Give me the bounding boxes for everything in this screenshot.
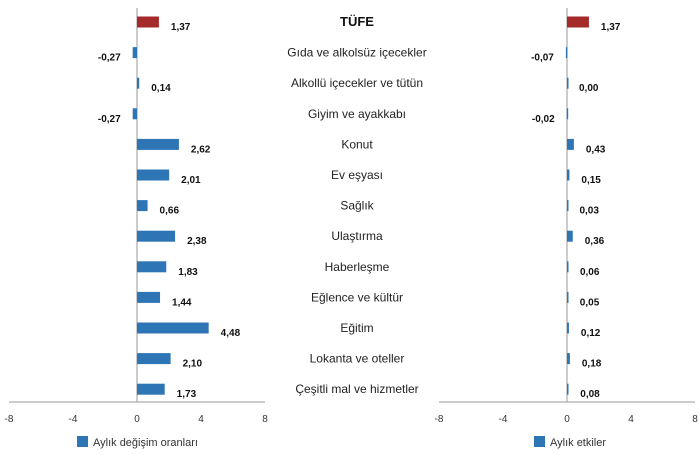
bar-1	[137, 383, 165, 395]
data-label: 1,83	[178, 267, 198, 278]
bar-2	[567, 291, 569, 303]
data-label: 0,36	[585, 236, 605, 247]
legend-label: Aylık etkiler	[550, 437, 606, 449]
data-label: 1,37	[171, 22, 191, 33]
bar-1	[137, 16, 159, 28]
bar-1	[137, 138, 179, 150]
category-label: Konut	[341, 137, 373, 151]
data-label: 1,37	[601, 22, 621, 33]
category-label: Lokanta ve oteller	[310, 352, 405, 366]
bar-2	[567, 138, 574, 150]
bar-1	[137, 200, 148, 212]
category-label: Eğlence ve kültür	[311, 290, 403, 304]
category-label: Alkollü içecekler ve tütün	[291, 76, 423, 90]
bar-2	[567, 169, 570, 181]
bar-2	[567, 200, 569, 212]
data-label: 0,43	[586, 144, 606, 155]
bar-1	[132, 47, 137, 59]
x-tick-label: 4	[628, 414, 634, 425]
bar-1	[137, 169, 170, 181]
bar-2	[565, 47, 568, 59]
data-label: 2,01	[181, 175, 201, 186]
bar-1	[137, 353, 171, 365]
x-tick-label: 0	[564, 414, 570, 425]
bar-2	[567, 383, 569, 395]
category-label: Sağlık	[340, 199, 374, 213]
data-label: 2,38	[187, 236, 207, 247]
data-label: 0,03	[579, 206, 599, 217]
x-tick-label: -8	[5, 414, 14, 425]
x-tick-label: 8	[692, 414, 698, 425]
category-label: Eğitim	[340, 321, 373, 335]
legend-swatch-1	[77, 436, 88, 447]
category-label: Ulaştırma	[331, 229, 383, 243]
data-label: -0,27	[98, 114, 121, 125]
data-label: 2,10	[183, 359, 203, 370]
bar-2	[567, 353, 570, 365]
data-label: 0,12	[581, 328, 601, 339]
x-tick-label: 0	[134, 414, 140, 425]
data-label: -0,07	[531, 53, 554, 64]
category-label: Gıda ve alkolsüz içecekler	[287, 46, 426, 60]
data-label: 1,73	[177, 389, 197, 400]
x-tick-label: -4	[69, 414, 78, 425]
bar-2	[567, 77, 569, 89]
category-label: TÜFE	[340, 14, 374, 29]
x-tick-label: 8	[262, 414, 268, 425]
category-label: Giyim ve ayakkabı	[308, 107, 406, 121]
bar-1	[132, 108, 137, 120]
data-label: -0,27	[98, 53, 121, 64]
data-label: 0,00	[579, 83, 599, 94]
bar-2	[567, 322, 569, 334]
data-label: 1,44	[172, 297, 192, 308]
bar-1	[137, 77, 140, 89]
bar-1	[137, 322, 209, 334]
bar-2	[567, 261, 569, 273]
data-label: 4,48	[221, 328, 241, 339]
x-tick-label: 4	[198, 414, 204, 425]
bar-1	[137, 291, 161, 303]
data-label: -0,02	[532, 114, 555, 125]
legend-swatch-2	[534, 436, 545, 447]
bar-2	[567, 16, 589, 28]
category-label: Çeşitli mal ve hizmetler	[295, 382, 418, 396]
data-label: 0,06	[580, 267, 600, 278]
category-label: Haberleşme	[325, 260, 390, 274]
data-label: 0,14	[151, 83, 171, 94]
category-label: Ev eşyası	[331, 168, 383, 182]
bar-2	[567, 230, 573, 242]
x-tick-label: -4	[499, 414, 508, 425]
data-label: 0,15	[581, 175, 601, 186]
x-tick-label: -8	[435, 414, 444, 425]
data-label: 0,05	[580, 297, 600, 308]
bar-2	[566, 108, 569, 120]
data-label: 0,18	[582, 359, 602, 370]
data-label: 0,66	[160, 206, 180, 217]
bar-1	[137, 230, 176, 242]
data-label: 2,62	[191, 144, 211, 155]
data-label: 0,08	[580, 389, 600, 400]
bar-1	[137, 261, 167, 273]
legend-label: Aylık değişim oranları	[93, 437, 198, 449]
